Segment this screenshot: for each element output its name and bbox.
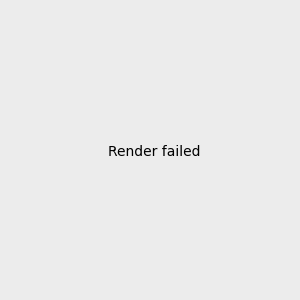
Text: Render failed: Render failed xyxy=(107,145,200,158)
